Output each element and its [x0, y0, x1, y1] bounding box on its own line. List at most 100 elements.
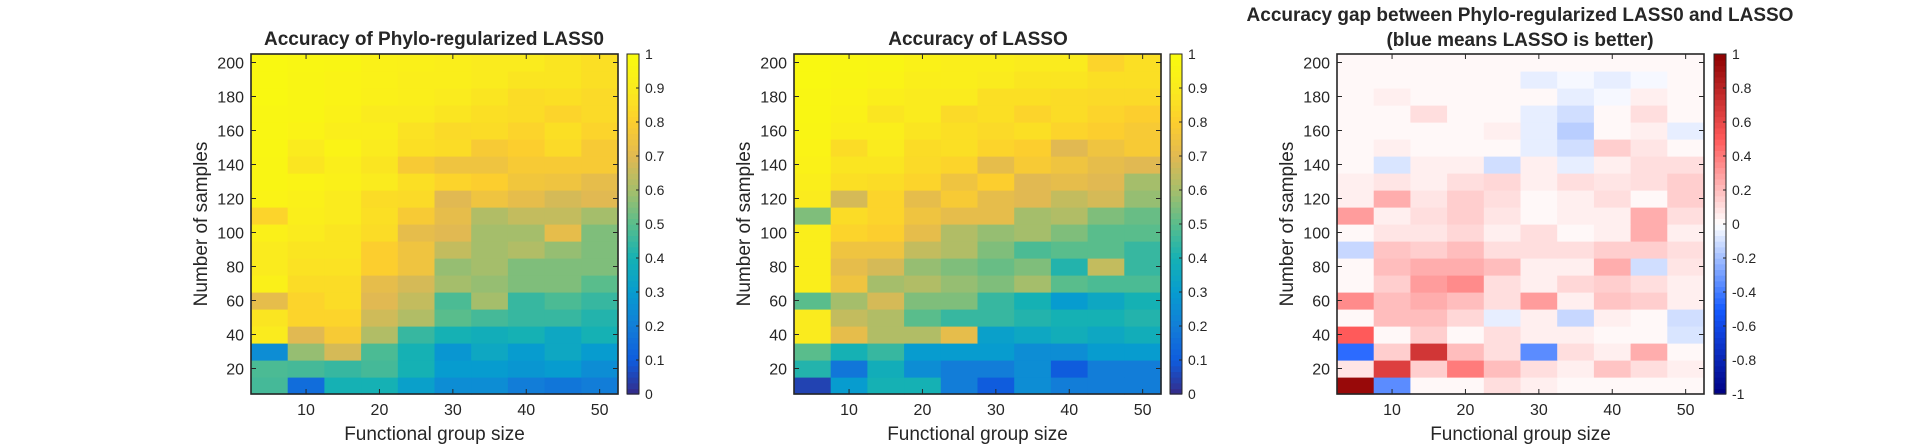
colorbar-segment	[1170, 201, 1182, 208]
colorbar: 0 0.1 0.2 0.3 0.4 0.5 0.6 0.7 0.8 0.9 1	[1169, 46, 1208, 402]
heatmap-cell	[1410, 88, 1448, 106]
heatmap-cell	[1050, 258, 1089, 276]
colorbar-tick-label: 0.6	[645, 182, 665, 198]
colorbar-segment	[627, 303, 639, 310]
heatmap-cell	[434, 190, 472, 208]
heatmap-cell	[361, 105, 399, 123]
heatmap-cell	[794, 292, 832, 310]
heatmap-cell	[251, 54, 289, 72]
colorbar-segment	[627, 105, 639, 112]
heatmap-cell	[1557, 241, 1595, 259]
heatmap-cell	[867, 139, 905, 157]
colorbar-tick-label: 0.8	[1732, 80, 1752, 96]
colorbar-segment	[1714, 241, 1726, 248]
heatmap-cell	[1050, 343, 1089, 361]
heatmap-cell	[397, 241, 436, 259]
heatmap-cell	[1373, 190, 1411, 208]
heatmap-cell	[1087, 156, 1125, 174]
colorbar-segment	[1170, 76, 1182, 84]
colorbar-tick-label: 0.4	[1188, 250, 1208, 266]
colorbar-segment	[1170, 343, 1182, 350]
heatmap-cell	[1593, 139, 1632, 157]
heatmap-cell	[1014, 326, 1052, 344]
heatmap-cell	[904, 326, 942, 344]
colorbar-segment	[1170, 65, 1182, 72]
heatmap-cell	[581, 360, 619, 378]
heatmap-cell	[977, 275, 1015, 293]
heatmap-cell	[1337, 122, 1375, 140]
heatmap-cell	[1410, 258, 1448, 276]
heatmap-cell	[581, 173, 619, 191]
heatmap-cell	[434, 207, 472, 225]
colorbar-segment	[1714, 65, 1726, 72]
heatmap-cell	[544, 156, 582, 174]
y-tick-label: 120	[217, 192, 244, 209]
heatmap-cell	[471, 156, 509, 174]
heatmap-cell	[434, 360, 472, 378]
heatmap-cell	[1410, 105, 1448, 123]
heatmap-cell	[397, 122, 436, 140]
heatmap-cell	[1014, 292, 1052, 310]
heatmap-cell	[794, 275, 832, 293]
colorbar-segment	[1714, 269, 1726, 276]
colorbar-segment	[627, 167, 639, 174]
heatmap-cell	[904, 156, 942, 174]
heatmap-cell	[977, 88, 1015, 106]
heatmap-cell	[434, 122, 472, 140]
heatmap-cell	[507, 360, 546, 378]
heatmap-cell	[1373, 241, 1411, 259]
heatmap-cell	[1630, 139, 1668, 157]
colorbar-segment	[1714, 286, 1726, 293]
heatmap-cell	[830, 309, 868, 327]
heatmap-cell	[830, 122, 868, 140]
heatmap-cell	[1447, 275, 1485, 293]
heatmap-cell	[1593, 71, 1632, 89]
y-tick-label: 60	[1312, 294, 1330, 311]
colorbar-segment	[1714, 309, 1726, 316]
colorbar-segment	[627, 116, 639, 123]
colorbar-segment	[1170, 360, 1182, 367]
heatmap-cell	[581, 343, 619, 361]
heatmap-cell	[287, 88, 325, 106]
heatmap-cell	[361, 275, 399, 293]
colorbar-segment	[1170, 229, 1182, 237]
colorbar-segment	[1170, 167, 1182, 174]
heatmap-cell	[867, 241, 905, 259]
heatmap-cell	[1483, 258, 1522, 276]
colorbar-tick-label: 0.4	[645, 250, 665, 266]
heatmap-cell	[324, 326, 362, 344]
y-axis-label: Number of samples	[1277, 142, 1298, 307]
heatmap-cell	[324, 360, 362, 378]
heatmap-cell	[1557, 71, 1595, 89]
colorbar-segment	[627, 212, 639, 220]
heatmap-cell	[940, 207, 979, 225]
heatmap-cell	[830, 275, 868, 293]
colorbar-segment	[627, 195, 639, 203]
heatmap-cell	[867, 122, 905, 140]
heatmap-cell	[507, 258, 546, 276]
colorbar-segment	[627, 241, 639, 248]
heatmap-cell	[361, 309, 399, 327]
heatmap-cell	[904, 54, 942, 72]
colorbar-segment	[627, 354, 639, 361]
colorbar-segment	[627, 201, 639, 208]
heatmap-cell	[1087, 88, 1125, 106]
colorbar-segment	[1714, 235, 1726, 242]
colorbar-segment	[1714, 195, 1726, 203]
heatmap-cell	[977, 224, 1015, 242]
heatmap-cell	[1014, 207, 1052, 225]
colorbar-segment	[627, 309, 639, 316]
heatmap-cell	[977, 139, 1015, 157]
colorbar-tick-label: 0.8	[645, 114, 665, 130]
heatmap-cell	[324, 377, 362, 395]
heatmap-cell	[1124, 173, 1162, 191]
colorbar-tick-label: 0.2	[1732, 182, 1752, 198]
colorbar-segment	[1170, 286, 1182, 293]
heatmap-cell	[794, 71, 832, 89]
heatmap-cell	[434, 241, 472, 259]
colorbar-segment	[1714, 224, 1726, 231]
heatmap-cell	[1014, 122, 1052, 140]
colorbar: 0 0.1 0.2 0.3 0.4 0.5 0.6 0.7 0.8 0.9 1	[626, 46, 665, 402]
colorbar-segment	[1714, 139, 1726, 146]
heatmap-cell	[1447, 292, 1485, 310]
